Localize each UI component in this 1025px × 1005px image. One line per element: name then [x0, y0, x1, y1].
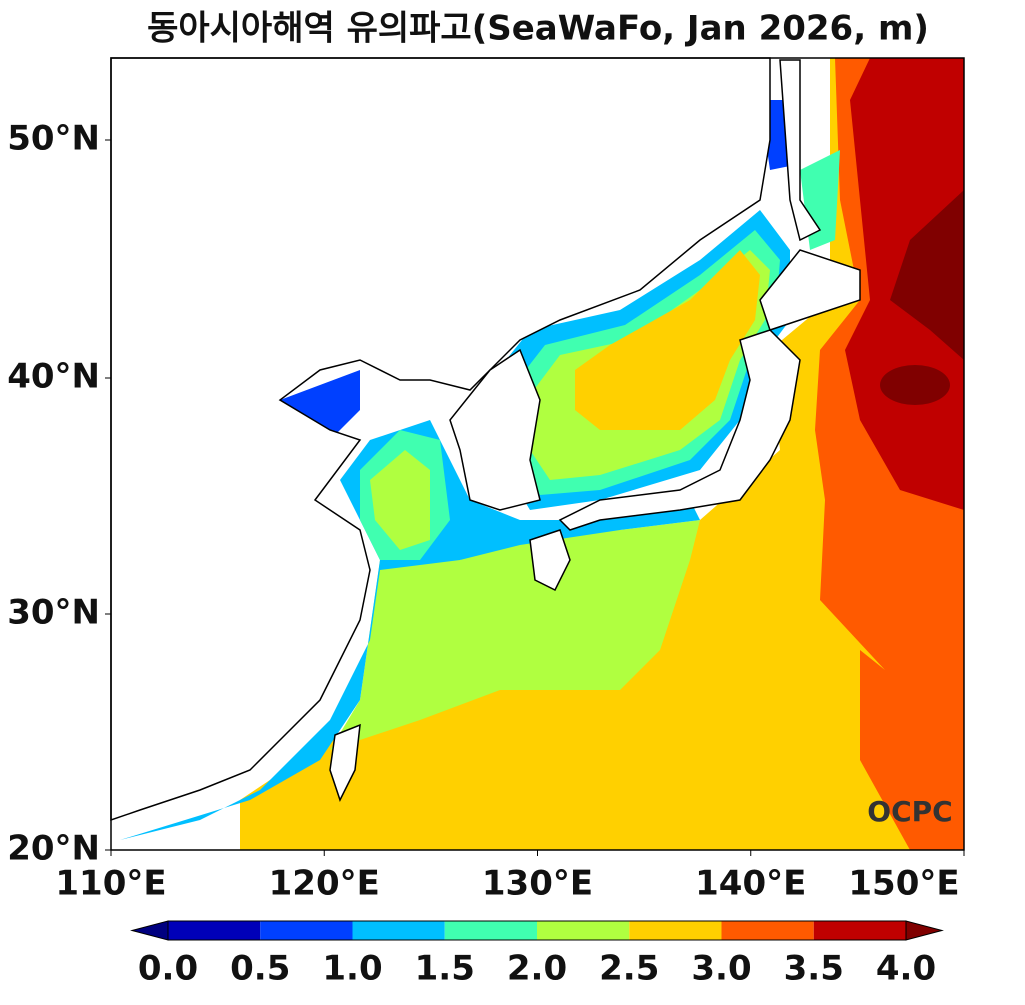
x-tick-label: 120°E	[269, 864, 380, 904]
colorbar-segment	[629, 921, 722, 940]
colorbar-frame	[167, 920, 907, 941]
colorbar: 0.0 0.5 1.0 1.5 2.0 2.5 3.0 3.5 4.0	[130, 920, 944, 989]
x-tick-label: 130°E	[482, 864, 593, 904]
map: OCPC	[110, 57, 965, 851]
colorbar-segment	[444, 921, 537, 940]
colorbar-segment	[260, 921, 353, 940]
colorbar-segment	[721, 921, 814, 940]
x-tick-label: 150°E	[848, 864, 959, 904]
axes: 110°E 120°E 130°E 140°E 150°E 20°N 30°N 40°N 50°…	[7, 119, 965, 904]
colorbar-tick-label: 1.0	[322, 949, 382, 989]
colorbar-under	[130, 920, 169, 941]
title: 동아시아해역 유의파고(SeaWaFo, Jan 2026, m)	[147, 9, 929, 49]
colorbar-tick-label: 3.0	[691, 949, 751, 989]
y-tick-label: 40°N	[7, 357, 100, 397]
y-tick-label: 30°N	[7, 593, 100, 633]
x-tick-label: 110°E	[55, 864, 166, 904]
y-tick-label: 50°N	[7, 119, 100, 159]
x-tick-label: 140°E	[695, 864, 806, 904]
colorbar-segment	[813, 921, 906, 940]
y-tick-label: 20°N	[7, 829, 100, 869]
colorbar-tick-label: 4.0	[876, 949, 936, 989]
logo: OCPC	[867, 795, 952, 828]
colorbar-tick-label: 3.5	[784, 949, 844, 989]
colorbar-segment	[352, 921, 445, 940]
colorbar-tick-label: 2.0	[507, 949, 567, 989]
colorbar-tick-label: 0.5	[230, 949, 290, 989]
colorbar-over	[905, 920, 944, 941]
colorbar-tick-label: 1.5	[415, 949, 475, 989]
colorbar-segment	[537, 921, 630, 940]
colorbar-tick-label: 0.0	[138, 949, 198, 989]
colorbar-segment	[168, 921, 261, 940]
colorbar-tick-label: 2.5	[599, 949, 659, 989]
